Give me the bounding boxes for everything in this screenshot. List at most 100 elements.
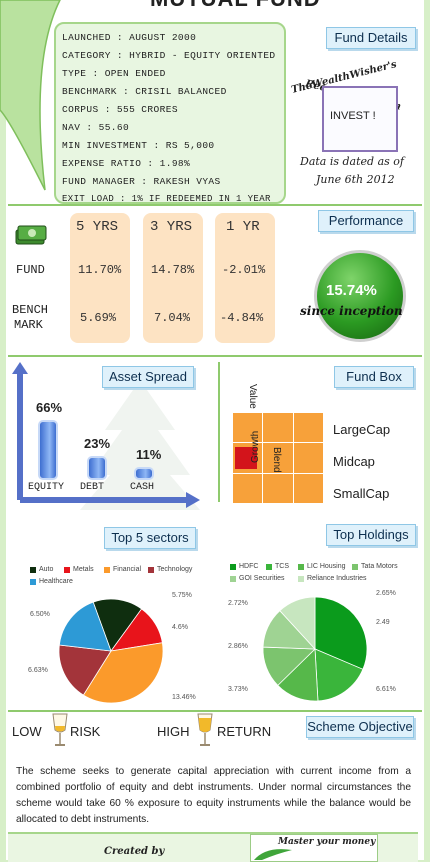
detail-exit-load: EXIT LOAD : 1% IF REDEEMED IN 1 YEAR bbox=[62, 194, 271, 204]
legend-lic-housing: LIC Housing bbox=[298, 563, 346, 570]
sector-label-financial: 13.46% bbox=[172, 694, 196, 701]
top-sectors-tab: Top 5 sectors bbox=[104, 527, 196, 549]
cell-6 bbox=[293, 443, 323, 473]
return-label: RETURN bbox=[217, 724, 272, 739]
low-label: LOW bbox=[12, 724, 42, 739]
top-holdings-tab: Top Holdings bbox=[326, 524, 416, 546]
objective-text: The scheme seeks to generate capital app… bbox=[16, 766, 411, 825]
fund-box-tab: Fund Box bbox=[334, 366, 414, 388]
swatch-financial bbox=[104, 566, 110, 573]
invest-label: INVEST ! bbox=[330, 110, 376, 122]
category-cash: CASH bbox=[130, 482, 155, 493]
data-date-line2: June 6th 2012 bbox=[316, 173, 395, 186]
bar-label-cash: 11% bbox=[136, 446, 162, 462]
holding-label-hdfc: 6.61% bbox=[376, 686, 396, 693]
master-your-money-label: Master your money bbox=[278, 837, 376, 847]
asset-spread-tab: Asset Spread bbox=[102, 366, 194, 388]
performance-tab: Performance bbox=[318, 210, 414, 232]
swatch-metals bbox=[64, 566, 70, 573]
cell-9 bbox=[293, 473, 323, 503]
logo-box bbox=[250, 834, 378, 862]
fund-1yr: -2.01% bbox=[222, 263, 266, 277]
pie-slice-reliance-industries bbox=[279, 596, 316, 651]
pie-slice-financial bbox=[82, 642, 164, 704]
cap-small: SmallCap bbox=[333, 486, 390, 501]
detail-expense-ratio: EXPENSE RATIO : 1.98% bbox=[62, 158, 191, 169]
detail-min-investment: MIN INVESTMENT : RS 5,000 bbox=[62, 140, 215, 151]
detail-launched: LAUNCHED : AUGUST 2000 bbox=[62, 32, 197, 43]
category-equity: EQUITY bbox=[28, 482, 65, 493]
detail-corpus: CORPUS : 555 CRORES bbox=[62, 104, 178, 115]
legend-metals: Metals bbox=[64, 566, 94, 573]
sector-label-technology: 6.63% bbox=[28, 667, 48, 674]
money-icon bbox=[15, 225, 47, 245]
cell-3 bbox=[293, 413, 323, 443]
scheme-objective-tab: Scheme Objective bbox=[306, 716, 414, 738]
blend-label: Blend bbox=[271, 447, 282, 473]
detail-type: TYPE : OPEN ENDED bbox=[62, 68, 166, 79]
sector-label-auto: 5.75% bbox=[172, 592, 192, 599]
corner-curl-decoration bbox=[0, 0, 61, 191]
fund-details-box: LAUNCHED : AUGUST 2000 CATEGORY : HYBRID… bbox=[54, 22, 286, 204]
holdings-pie-chart bbox=[262, 596, 368, 702]
risk-label: RISK bbox=[70, 724, 101, 739]
swatch-hdfc bbox=[230, 563, 236, 570]
pie-slice-technology bbox=[58, 644, 112, 696]
data-date-line1: Data is dated as of bbox=[300, 155, 404, 168]
holding-label-tcs: 3.73% bbox=[228, 686, 248, 693]
swatch-goi-securities bbox=[230, 575, 236, 582]
bench-5yrs: 5.69% bbox=[80, 311, 117, 325]
fund-row-label: FUND bbox=[16, 263, 45, 277]
value-label: Value bbox=[247, 384, 258, 409]
fund-details-tab: Fund Details bbox=[326, 27, 416, 49]
bar-label-equity: 66% bbox=[36, 399, 63, 415]
since-inception-label: since inception bbox=[300, 304, 403, 318]
category-debt: DEBT bbox=[80, 482, 105, 493]
detail-benchmark: BENCHMARK : CRISIL BALANCED bbox=[62, 86, 227, 97]
fund-3yrs: 14.78% bbox=[151, 263, 195, 277]
glass-icon-low bbox=[52, 713, 68, 746]
bench-3yrs: 7.04% bbox=[154, 311, 191, 325]
sector-label-metals: 4.6% bbox=[172, 624, 188, 631]
col-5yrs bbox=[70, 213, 130, 343]
cell-5 bbox=[263, 443, 293, 473]
swatch-technology bbox=[148, 566, 154, 573]
invest-note: INVEST ! bbox=[322, 86, 398, 152]
swatch-reliance bbox=[298, 575, 304, 582]
created-by-label: Created by bbox=[104, 846, 165, 857]
bench-1yr: -4.84% bbox=[220, 311, 264, 325]
bar-cash bbox=[134, 466, 154, 480]
since-inception-value: 15.74% bbox=[326, 282, 377, 299]
perf-header-5yrs: 5 YRS bbox=[76, 219, 119, 235]
bench-row-label-1: BENCH bbox=[12, 303, 49, 317]
sector-label-healthcare: 6.50% bbox=[30, 611, 50, 618]
growth-label: Growth bbox=[250, 430, 261, 463]
bench-row-label-2: MARK bbox=[14, 318, 43, 332]
detail-category: CATEGORY : HYBRID - EQUITY ORIENTED bbox=[62, 50, 276, 61]
pie-slice-hdfc bbox=[314, 596, 368, 670]
divider-3 bbox=[8, 710, 422, 712]
fund-5yrs: 11.70% bbox=[78, 263, 122, 277]
bar-debt bbox=[87, 456, 107, 480]
cell-7 bbox=[233, 473, 263, 503]
swatch-auto bbox=[30, 566, 36, 573]
col-3yrs bbox=[143, 213, 203, 343]
swatch-tcs bbox=[266, 563, 272, 570]
detail-fund-manager: FUND MANAGER : RAKESH VYAS bbox=[62, 176, 221, 187]
pie-slice-auto bbox=[92, 598, 143, 652]
legend-tcs: TCS bbox=[266, 563, 289, 570]
sectors-pie-chart bbox=[58, 598, 164, 704]
holding-label-lic: 2.86% bbox=[228, 643, 248, 650]
legend-auto: Auto bbox=[30, 566, 53, 573]
logo-leaf-icon bbox=[254, 849, 292, 860]
legend-healthcare: Healthcare bbox=[30, 578, 73, 585]
swatch-tata-motors bbox=[352, 563, 358, 570]
pie-slice-tcs bbox=[314, 648, 364, 702]
divider-1 bbox=[8, 204, 422, 206]
swatch-healthcare bbox=[30, 578, 36, 585]
bar-label-debt: 23% bbox=[84, 436, 111, 452]
detail-nav: NAV : 55.60 bbox=[62, 122, 130, 133]
pie-slice-healthcare bbox=[58, 601, 112, 652]
header-title: MUTUAL FUND bbox=[150, 0, 321, 12]
divider-2 bbox=[8, 355, 422, 357]
